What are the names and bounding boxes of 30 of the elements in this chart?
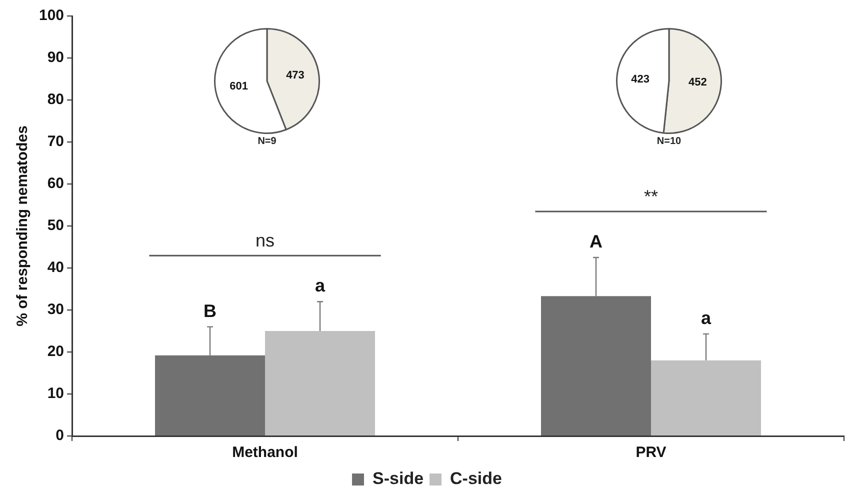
y-tick-label: 70 <box>47 133 64 150</box>
annotation: N=9 <box>256 136 278 147</box>
y-tick-label: 100 <box>38 7 64 24</box>
data-label: 452 <box>688 76 707 89</box>
data-label: 601 <box>230 80 248 92</box>
y-axis-title: % of responding nematodes <box>14 126 32 326</box>
bar <box>651 360 762 436</box>
annotation: ns <box>256 230 275 251</box>
y-tick-label: 90 <box>47 49 64 66</box>
y-tick-label: 30 <box>47 301 64 318</box>
y-tick-label: 10 <box>47 385 64 402</box>
annotation: ** <box>644 186 658 206</box>
data-label: 473 <box>286 70 304 82</box>
x-tick-label: Methanol <box>232 444 298 462</box>
data-label: 423 <box>631 74 650 86</box>
bar <box>265 331 376 436</box>
data-label: A <box>590 231 603 252</box>
legend-label: C-side <box>450 469 502 488</box>
y-tick-label: 40 <box>47 259 64 276</box>
y-tick-label: 50 <box>47 217 64 234</box>
legend-label: S-side <box>372 469 424 488</box>
data-label: B <box>204 300 217 321</box>
annotation: N=10 <box>656 136 682 147</box>
y-tick-label: 80 <box>47 91 64 108</box>
data-label: a <box>315 276 326 296</box>
data-label: a <box>701 308 712 328</box>
y-tick-label: 0 <box>56 427 64 444</box>
y-tick-label: 20 <box>47 343 64 360</box>
y-tick-label: 60 <box>47 175 64 192</box>
x-tick-label: PRV <box>636 444 666 462</box>
